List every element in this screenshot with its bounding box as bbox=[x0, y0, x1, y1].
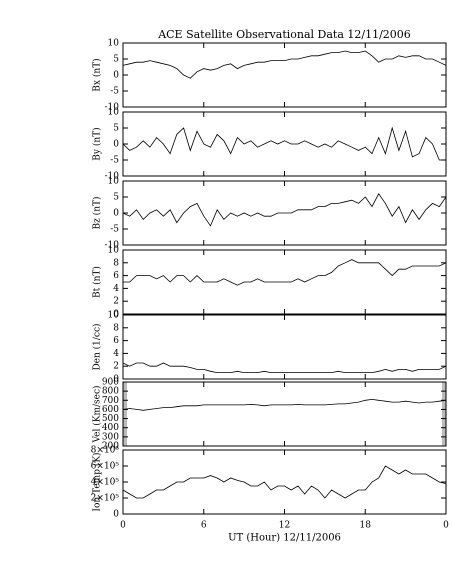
data-line bbox=[122, 126, 446, 161]
y-tick-label: -5 bbox=[110, 87, 119, 97]
y-tick-label: 5 bbox=[113, 193, 119, 203]
data-line bbox=[122, 50, 447, 79]
y-tick-label: 6 bbox=[113, 336, 119, 346]
y-tick-label: 10 bbox=[108, 311, 120, 321]
y-axis-label: Den (1/cc) bbox=[92, 323, 103, 370]
y-axis-label: Bt (nT) bbox=[92, 266, 103, 298]
x-tick-label: 12 bbox=[279, 521, 290, 531]
y-tick-label: -10 bbox=[105, 241, 120, 251]
y-tick-label: 10 bbox=[108, 39, 120, 49]
y-tick-label: -10 bbox=[105, 172, 120, 182]
data-line bbox=[123, 259, 447, 286]
y-tick-label: 8 bbox=[113, 258, 119, 268]
y-tick-label: 10 bbox=[108, 177, 120, 187]
y-tick-label: 0 bbox=[113, 375, 119, 385]
x-tick-label: 18 bbox=[360, 521, 372, 531]
y-tick-label: 4 bbox=[113, 349, 119, 359]
y-tick-label: 10 bbox=[108, 246, 120, 256]
chart-title: ACE Satellite Observational Data 12/11/2… bbox=[157, 28, 411, 41]
y-tick-label: -10 bbox=[105, 103, 120, 113]
y-tick-label: 2×10⁵ bbox=[91, 494, 120, 504]
y-tick-label: 0 bbox=[113, 510, 119, 520]
y-tick-label: 8 bbox=[113, 323, 119, 333]
y-tick-label: 4×10⁵ bbox=[91, 478, 120, 488]
y-tick-label: 4 bbox=[113, 284, 119, 294]
y-axis-label: Vel (Km/sec) bbox=[92, 385, 103, 443]
y-tick-label: 6 bbox=[113, 271, 119, 281]
y-tick-label: 400 bbox=[102, 423, 119, 433]
data-line bbox=[122, 362, 447, 373]
data-line bbox=[122, 465, 447, 499]
gap-shade bbox=[123, 382, 127, 446]
x-axis-label: UT (Hour) 12/11/2006 bbox=[228, 533, 341, 544]
y-axis-label: By (nT) bbox=[92, 127, 103, 160]
y-tick-label: 0 bbox=[113, 71, 119, 81]
y-tick-label: 8×10⁵ bbox=[91, 446, 120, 456]
y-tick-label: -5 bbox=[110, 156, 119, 166]
x-tick-label: 0 bbox=[443, 521, 449, 531]
gap-shade bbox=[442, 382, 446, 446]
y-tick-label: 0 bbox=[113, 310, 119, 320]
y-tick-label: 800 bbox=[102, 387, 119, 397]
y-tick-label: 10 bbox=[108, 108, 120, 118]
y-tick-label: 2 bbox=[113, 297, 119, 307]
y-tick-label: 6×10⁵ bbox=[91, 462, 120, 472]
y-axis-label: Bz (nT) bbox=[92, 196, 103, 229]
y-tick-label: 500 bbox=[102, 414, 119, 424]
y-axis-label: Ion Temp (K) bbox=[92, 452, 103, 511]
y-tick-label: 200 bbox=[102, 442, 119, 452]
y-tick-label: 0 bbox=[113, 140, 119, 150]
y-tick-label: 2 bbox=[113, 362, 119, 372]
y-tick-label: 700 bbox=[102, 396, 119, 406]
data-line bbox=[122, 398, 447, 411]
y-tick-label: 0 bbox=[113, 209, 119, 219]
x-tick-label: 0 bbox=[120, 521, 126, 531]
data-line bbox=[122, 193, 447, 227]
y-tick-label: 600 bbox=[102, 405, 119, 415]
y-tick-label: 300 bbox=[102, 432, 119, 442]
y-tick-label: -5 bbox=[110, 225, 119, 235]
y-tick-label: 5 bbox=[113, 124, 119, 134]
y-tick-label: 5 bbox=[113, 55, 119, 65]
y-axis-label: Bx (nT) bbox=[92, 58, 103, 91]
x-tick-label: 6 bbox=[201, 521, 207, 531]
y-tick-label: 900 bbox=[102, 378, 119, 388]
